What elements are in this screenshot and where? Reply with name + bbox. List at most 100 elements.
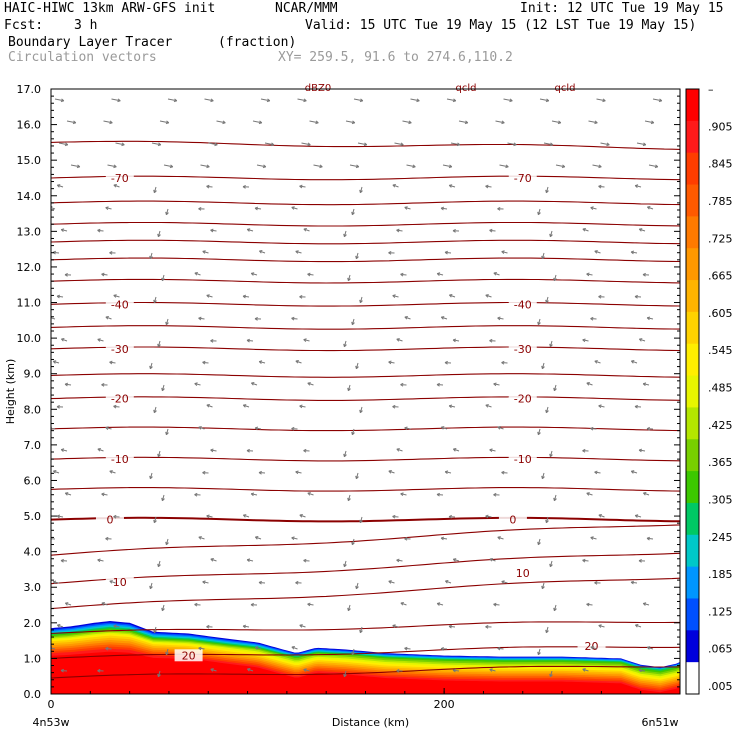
wind-vector-head [408, 120, 412, 125]
wind-vector-head [307, 492, 311, 496]
left-endpoint-label: 4n53w [33, 716, 70, 729]
y-tick-label: 1.0 [24, 652, 42, 665]
wind-vector-head [594, 580, 598, 585]
wind-vector-head [202, 580, 206, 585]
wind-vector-head [194, 382, 198, 386]
contour-label: -10 [111, 453, 129, 466]
y-axis-title: Height (km) [4, 359, 17, 425]
contour-line [51, 301, 680, 307]
x-axis-title: Distance (km) [332, 716, 409, 729]
wind-vector [297, 98, 307, 102]
contour-label: 10 [516, 567, 530, 580]
wind-vector-head [630, 470, 635, 474]
wind-vector-head [541, 365, 545, 370]
wind-vector-head [598, 514, 602, 518]
wind-vector [151, 142, 161, 146]
wind-vector [507, 142, 517, 146]
y-tick-label: 12.0 [17, 261, 42, 274]
wind-vector-head [56, 184, 61, 188]
wind-vector-head [76, 164, 81, 169]
colorbar-label: .665 [708, 270, 733, 283]
wind-vector-head [497, 536, 501, 540]
wind-vector-head [485, 404, 489, 408]
wind-vector [349, 164, 359, 168]
wind-vector-head [210, 98, 214, 103]
wind-vector-head [307, 272, 311, 277]
wind-vector-head [299, 294, 303, 299]
y-tick-label: 4.0 [24, 546, 42, 559]
wind-vector-head [157, 453, 161, 458]
wind-vector-head [638, 558, 642, 563]
wind-vector-head [396, 228, 400, 233]
wind-vector-head [452, 448, 457, 452]
wind-vector-head [254, 426, 259, 431]
wind-vector-head [582, 558, 586, 563]
wind-vector-head [202, 360, 206, 365]
wind-vector-head [242, 294, 247, 299]
contour-label: -40 [514, 298, 532, 311]
wind-vector-head [537, 541, 541, 546]
wind-vector [51, 647, 56, 650]
wind-vector-head [266, 98, 271, 103]
wind-vector-head [440, 206, 445, 211]
wind-vector-head [444, 250, 448, 255]
wind-vector [410, 98, 420, 102]
wind-vector-head [149, 365, 153, 370]
wind-vector-head [359, 299, 363, 304]
colorbar-label: .485 [708, 382, 733, 395]
wind-vector-head [658, 98, 663, 103]
wind-vector-head [299, 184, 303, 189]
wind-vector [256, 164, 266, 168]
colorbar-swatch [686, 502, 699, 536]
wind-vector-head [165, 321, 169, 326]
wind-vector-head [489, 228, 493, 233]
colorbar-swatch [686, 280, 699, 313]
wind-vector-head [582, 228, 586, 232]
wind-vector-head [56, 294, 61, 299]
colorbar-label: .545 [708, 344, 733, 357]
wind-vector-head [400, 142, 404, 147]
wind-vector-head [598, 404, 602, 409]
wind-vector-head [101, 602, 105, 606]
wind-vector-head [400, 382, 404, 387]
contour-label-bg [105, 392, 134, 405]
wind-vector-head [109, 470, 113, 474]
wind-vector-head [396, 668, 400, 673]
wind-vector-head [642, 142, 647, 147]
wind-vector-head [149, 475, 153, 480]
wind-vector-head [606, 142, 610, 147]
wind-vector-head [561, 164, 566, 169]
wind-vector-head [501, 470, 505, 475]
wind-vector-head [153, 519, 157, 524]
wind-vector-head [56, 404, 60, 409]
wind-vector-head [351, 211, 355, 216]
wind-vector-head [545, 519, 549, 524]
wind-vector-head [549, 453, 553, 458]
circulation-vectors [51, 98, 663, 678]
wind-vector-head [440, 426, 445, 430]
wind-vector [442, 164, 452, 168]
wind-vector-head [303, 558, 307, 563]
wind-vector [394, 142, 404, 146]
wind-vector-head [161, 607, 165, 612]
wind-vector-head [210, 448, 214, 453]
wind-vector [499, 164, 509, 168]
wind-vector-head [60, 98, 65, 103]
wind-vector-head [355, 585, 359, 590]
wind-vector-head [347, 277, 351, 282]
wind-vector [66, 120, 76, 124]
wind-vector-head [400, 602, 404, 606]
wind-vector-head [392, 514, 396, 519]
wind-vector-head [493, 492, 497, 497]
wind-vector-head [505, 164, 509, 169]
wind-vector [115, 142, 125, 146]
wind-vector-head [109, 120, 113, 125]
contour-line [51, 456, 680, 462]
contour-label: 0 [509, 514, 516, 527]
wind-vector-head [97, 558, 101, 563]
wind-vector [644, 120, 654, 124]
wind-vector-head [60, 558, 64, 563]
y-tick-label: 16.0 [17, 119, 42, 132]
wind-vector-head [501, 250, 505, 254]
wind-vector-head [315, 120, 319, 125]
